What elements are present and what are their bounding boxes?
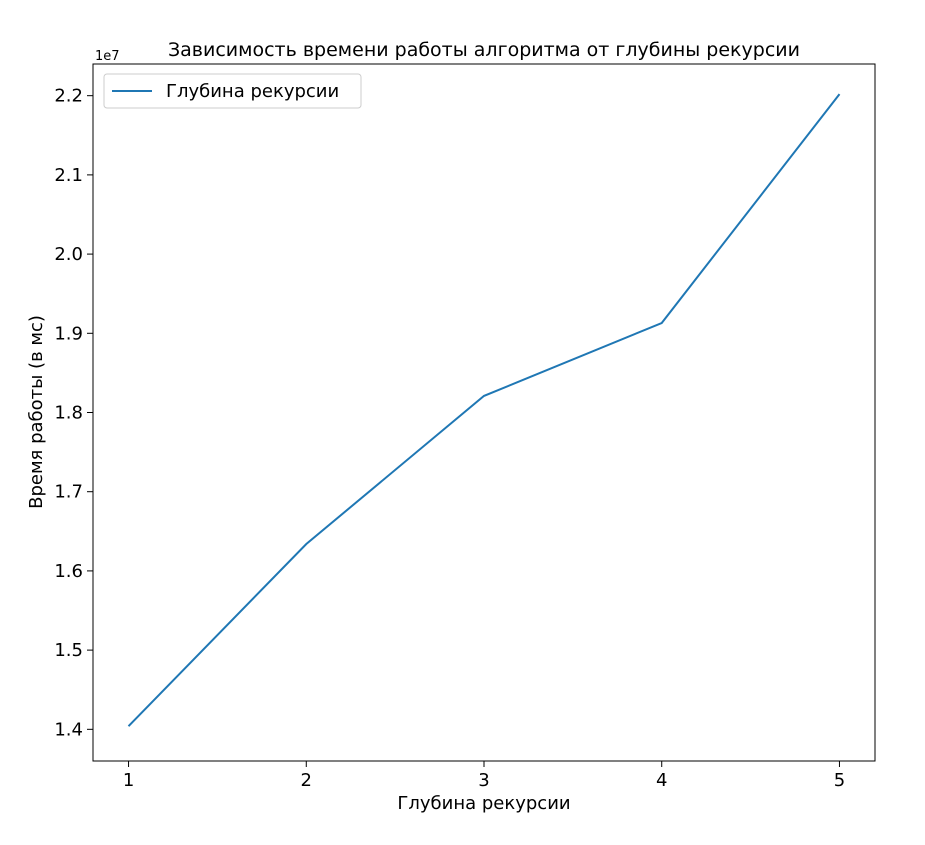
plot-area-frame bbox=[92, 63, 876, 762]
x-tick-label: 3 bbox=[478, 770, 489, 791]
x-axis-ticks: 1 2 3 4 5 bbox=[123, 761, 845, 791]
y-tick-label: 1.6 bbox=[54, 561, 83, 582]
y-tick-label: 1.9 bbox=[54, 323, 83, 344]
y-tick-label: 1.8 bbox=[54, 403, 83, 424]
y-axis-ticks: 1.4 1.5 1.6 1.7 1.8 1.9 2.0 2.1 2.2 bbox=[54, 86, 93, 740]
series-line bbox=[127, 93, 841, 727]
y-tick-label: 1.7 bbox=[54, 482, 83, 503]
y-axis-title: Время работы (в мс) bbox=[26, 315, 47, 509]
x-tick-label: 5 bbox=[834, 770, 845, 791]
chart-title: Зависимость времени работы алгоритма от … bbox=[168, 39, 800, 61]
x-axis-title: Глубина рекурсии bbox=[397, 793, 570, 814]
y-tick-label: 1.5 bbox=[54, 640, 83, 661]
y-tick-label: 2.0 bbox=[54, 244, 83, 265]
y-tick-label: 2.2 bbox=[54, 86, 83, 107]
x-tick-label: 2 bbox=[301, 770, 312, 791]
y-tick-label: 2.1 bbox=[54, 165, 83, 186]
y-tick-label: 1.4 bbox=[54, 719, 83, 740]
x-tick-label: 4 bbox=[656, 770, 667, 791]
legend-box bbox=[103, 73, 362, 109]
legend-series-label: Глубина рекурсии bbox=[166, 81, 339, 102]
x-tick-label: 1 bbox=[123, 770, 134, 791]
legend: Глубина рекурсии bbox=[103, 73, 362, 109]
y-axis-offset-label: 1e7 bbox=[95, 49, 120, 64]
